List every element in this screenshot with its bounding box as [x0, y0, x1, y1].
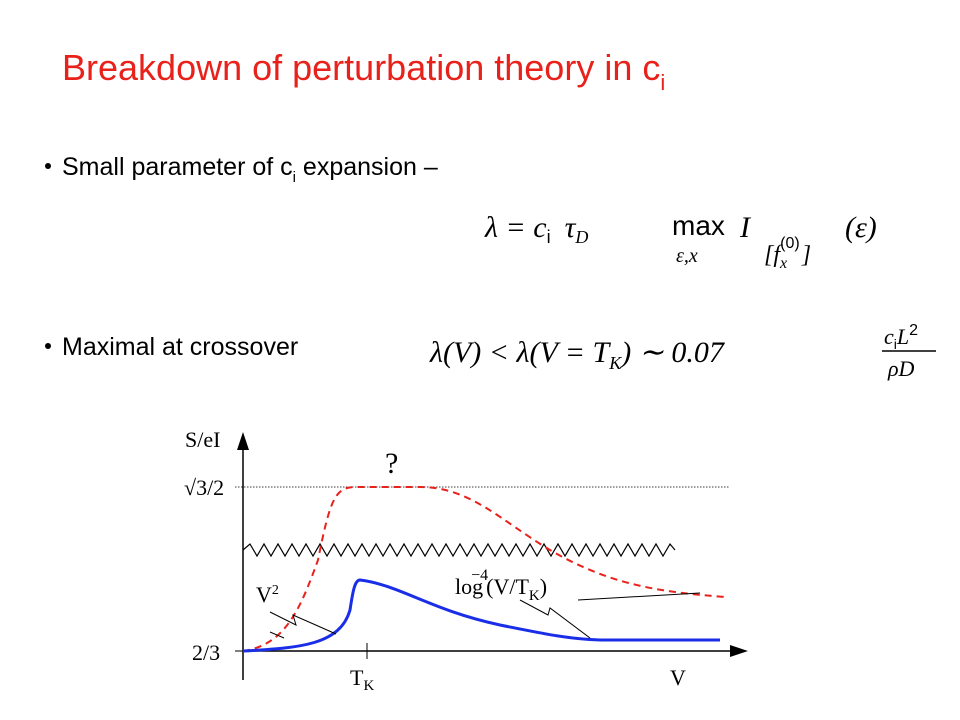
- f1-lhs: λ = ci τD: [484, 211, 588, 247]
- dashed-curve: [242, 486, 726, 652]
- f1-max: max: [672, 210, 725, 241]
- v2-label: V2: [256, 582, 279, 607]
- bullet-1: Small parameter of ci expansion –: [62, 153, 438, 186]
- y-label: S/eI: [185, 427, 220, 452]
- f1-c-sub: i: [547, 227, 551, 247]
- log-sup: −4: [471, 567, 488, 584]
- f1-arg: (ε): [845, 211, 877, 244]
- f2-lhs-text: λ(V) < λ(V = T: [429, 336, 612, 369]
- log-close: ): [540, 574, 547, 599]
- bullet-rest: expansion –: [296, 153, 438, 181]
- solid-curve: [242, 578, 720, 653]
- f1-i-text: I: [739, 211, 752, 244]
- zigzag: [242, 542, 676, 558]
- bullet-dot: [45, 343, 51, 349]
- bullet-2: Maximal at crossover: [62, 333, 298, 361]
- y-bottom-label: 2/3: [192, 640, 220, 665]
- arrow: [237, 432, 249, 450]
- f1-tau-sub: D: [574, 227, 588, 247]
- f1-f-sub: x: [779, 255, 787, 272]
- pointer: [577, 592, 701, 601]
- pointer: [519, 599, 591, 639]
- f1-lhs-text: λ = c: [484, 211, 547, 244]
- log-sub: K: [529, 588, 540, 604]
- f2-num-sub: i: [894, 336, 897, 352]
- f1-i: I: [739, 211, 752, 244]
- formula-1: λ = ci τD max ε,x I [fx (0)] (ε): [484, 210, 877, 272]
- pointer: [269, 611, 337, 635]
- title-sub: i: [660, 70, 665, 95]
- f1-bracket: ]: [801, 242, 811, 268]
- x-tick-label: TK: [350, 665, 374, 694]
- formula-2: λ(V) < λ(V = TK) ∼ 0.07 ciL2 ρD: [429, 322, 936, 381]
- log-label: log−4(V/TK): [455, 567, 547, 604]
- f1-f-sup: (0): [780, 235, 800, 252]
- bullet-text: Small parameter of c: [62, 153, 293, 181]
- title-text: Breakdown of perturbation theory in c: [62, 47, 660, 88]
- pointer: [269, 631, 285, 639]
- f2-rhs: ) ∼ 0.07: [619, 336, 726, 369]
- f2-num-sup: 2: [909, 322, 918, 339]
- f2-num-c: c: [884, 324, 894, 349]
- f2-num: ciL2: [884, 322, 918, 352]
- x-label: V: [670, 665, 686, 690]
- log-arg: (V/T: [486, 574, 529, 599]
- title: Breakdown of perturbation theory in ci: [62, 47, 665, 95]
- x-tick-text: T: [350, 665, 364, 690]
- bullet-sub: i: [293, 169, 296, 186]
- f2-den: ρD: [887, 356, 915, 381]
- f2-num-l: L: [896, 324, 909, 349]
- v2-sup: 2: [272, 583, 279, 598]
- log-text: log: [455, 574, 483, 599]
- f1-tau: τ: [565, 211, 577, 244]
- f2-t-sub: K: [608, 353, 622, 373]
- f1-bracket-f: [f: [764, 242, 783, 268]
- f1-i-sub: [fx (0)]: [764, 235, 811, 272]
- y-top-label: √3/2: [184, 475, 224, 500]
- f2-lhs: λ(V) < λ(V = TK) ∼ 0.07: [429, 336, 726, 373]
- diagram: S/eI √3/2 2/3 ? TK V V2 log−4(V/TK): [184, 427, 748, 694]
- x-tick-sub: K: [363, 678, 374, 694]
- question: ?: [385, 447, 398, 480]
- arrow: [730, 645, 748, 657]
- v2-text: V: [256, 582, 272, 607]
- f1-max-under: ε,x: [676, 245, 698, 267]
- bullet-dot: [45, 163, 51, 169]
